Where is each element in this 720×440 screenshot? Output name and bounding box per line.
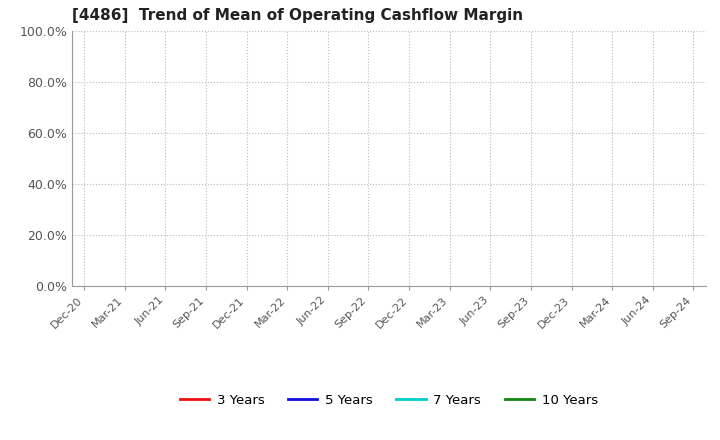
Legend: 3 Years, 5 Years, 7 Years, 10 Years: 3 Years, 5 Years, 7 Years, 10 Years xyxy=(174,389,603,412)
Text: [4486]  Trend of Mean of Operating Cashflow Margin: [4486] Trend of Mean of Operating Cashfl… xyxy=(72,7,523,23)
